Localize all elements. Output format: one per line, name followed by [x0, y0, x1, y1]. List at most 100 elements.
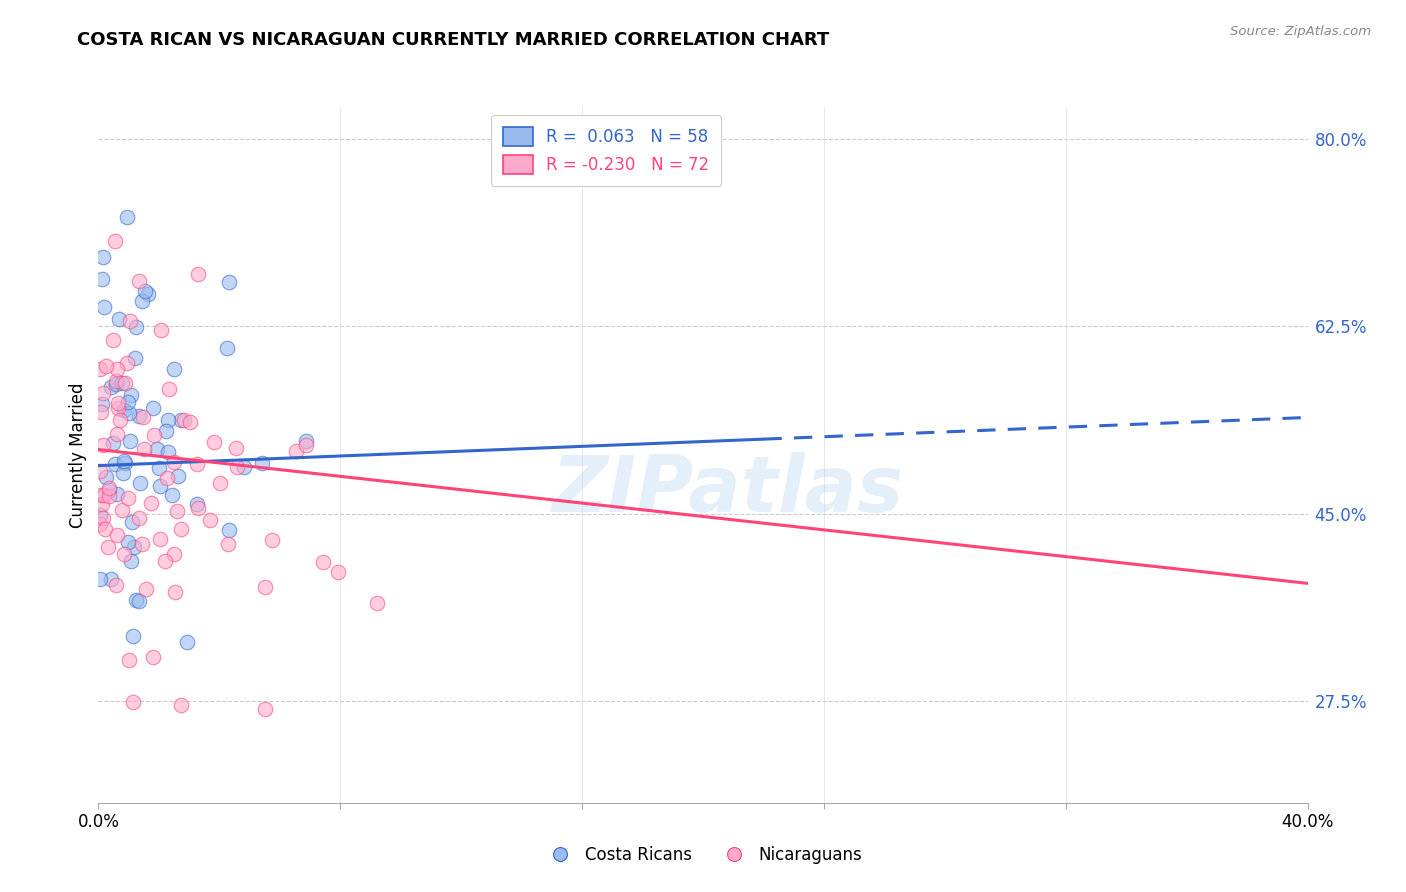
Point — [141, 649, 163, 664]
Point — [163, 547, 186, 561]
Point — [91, 272, 114, 286]
Point — [153, 553, 176, 567]
Point — [93, 437, 115, 451]
Point — [217, 341, 239, 355]
Point — [101, 333, 124, 347]
Point — [98, 489, 121, 503]
Point — [105, 486, 128, 500]
Point — [104, 457, 127, 471]
Point — [112, 454, 135, 468]
Point — [125, 320, 148, 334]
Point — [105, 426, 128, 441]
Point — [90, 488, 112, 502]
Point — [295, 434, 318, 448]
Point — [120, 388, 142, 402]
Point — [91, 511, 114, 525]
Point — [186, 497, 208, 511]
Point — [112, 547, 135, 561]
Point — [149, 479, 172, 493]
Point — [254, 702, 277, 716]
Point — [89, 362, 111, 376]
Point — [260, 533, 283, 547]
Point — [91, 250, 114, 264]
Legend: R =  0.063   N = 58, R = -0.230   N = 72: R = 0.063 N = 58, R = -0.230 N = 72 — [491, 115, 721, 186]
Point — [115, 356, 138, 370]
Point — [156, 445, 179, 459]
Point — [112, 467, 135, 481]
Point — [118, 653, 141, 667]
Point — [225, 442, 247, 456]
Point — [170, 413, 193, 427]
Point — [107, 396, 129, 410]
Point — [112, 402, 135, 417]
Point — [135, 582, 157, 596]
Point — [108, 413, 131, 427]
Point — [170, 698, 193, 713]
Point — [294, 438, 316, 452]
Point — [132, 410, 155, 425]
Point — [91, 498, 114, 512]
Point — [108, 311, 131, 326]
Point — [134, 284, 156, 298]
Point — [218, 275, 240, 289]
Point — [91, 386, 114, 401]
Point — [117, 394, 139, 409]
Point — [121, 630, 143, 644]
Point — [117, 491, 139, 505]
Point — [163, 362, 186, 376]
Point — [250, 456, 273, 470]
Point — [217, 537, 239, 551]
Point — [118, 434, 141, 449]
Point — [202, 434, 225, 449]
Point — [100, 379, 122, 393]
Text: ZIPatlas: ZIPatlas — [551, 451, 903, 528]
Point — [114, 456, 136, 470]
Point — [187, 500, 209, 515]
Point — [166, 504, 188, 518]
Point — [155, 424, 177, 438]
Point — [129, 475, 152, 490]
Point — [159, 382, 181, 396]
Point — [89, 508, 111, 523]
Point — [91, 397, 114, 411]
Point — [105, 361, 128, 376]
Point — [160, 488, 183, 502]
Point — [149, 532, 172, 546]
Point — [122, 541, 145, 555]
Point — [156, 471, 179, 485]
Point — [167, 469, 190, 483]
Point — [105, 377, 128, 392]
Point — [121, 515, 143, 529]
Point — [89, 464, 111, 478]
Point — [120, 314, 142, 328]
Point — [134, 442, 156, 456]
Point — [90, 405, 112, 419]
Point — [165, 585, 187, 599]
Point — [96, 470, 118, 484]
Point — [111, 376, 134, 390]
Point — [186, 457, 208, 471]
Point — [94, 522, 117, 536]
Point — [111, 503, 134, 517]
Point — [366, 596, 388, 610]
Point — [104, 234, 127, 248]
Point — [138, 286, 160, 301]
Point — [149, 323, 172, 337]
Point — [179, 415, 201, 429]
Text: Source: ZipAtlas.com: Source: ZipAtlas.com — [1230, 25, 1371, 38]
Point — [101, 436, 124, 450]
Point — [209, 475, 232, 490]
Point — [105, 528, 128, 542]
Point — [233, 460, 256, 475]
Text: COSTA RICAN VS NICARAGUAN CURRENTLY MARRIED CORRELATION CHART: COSTA RICAN VS NICARAGUAN CURRENTLY MARR… — [77, 31, 830, 49]
Point — [326, 566, 349, 580]
Point — [173, 412, 195, 426]
Point — [97, 540, 120, 554]
Point — [285, 444, 308, 458]
Point — [128, 511, 150, 525]
Point — [142, 401, 165, 415]
Point — [148, 461, 170, 475]
Point — [93, 301, 115, 315]
Point — [141, 496, 163, 510]
Point — [163, 455, 186, 469]
